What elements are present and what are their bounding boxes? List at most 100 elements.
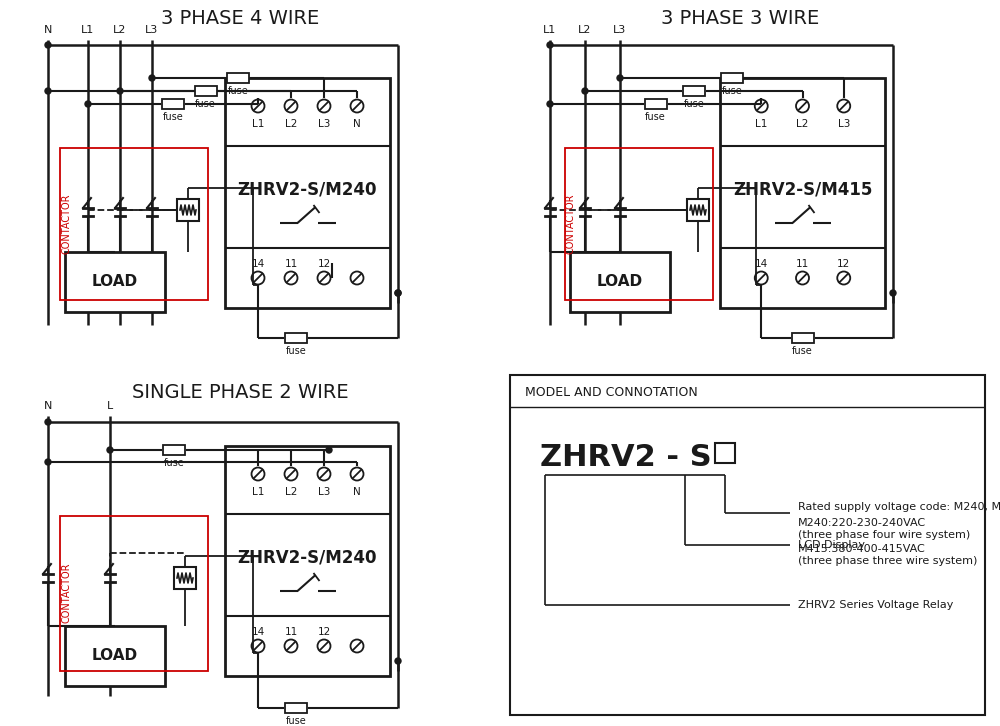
Text: (three phase four wire system): (three phase four wire system) xyxy=(798,530,970,540)
Text: fuse: fuse xyxy=(722,86,742,96)
Circle shape xyxy=(582,88,588,94)
Circle shape xyxy=(395,658,401,664)
Text: L: L xyxy=(107,401,113,411)
Text: 14: 14 xyxy=(251,627,265,637)
Text: ZHRV2 - S: ZHRV2 - S xyxy=(540,443,712,471)
Text: L1: L1 xyxy=(755,119,767,129)
Text: 3 PHASE 3 WIRE: 3 PHASE 3 WIRE xyxy=(661,9,819,28)
Text: L2: L2 xyxy=(285,487,297,497)
Text: L1: L1 xyxy=(81,25,95,35)
Text: L3: L3 xyxy=(318,119,330,129)
Text: fuse: fuse xyxy=(195,99,216,109)
Circle shape xyxy=(107,447,113,453)
Circle shape xyxy=(890,290,896,296)
Text: 12: 12 xyxy=(317,259,331,269)
Text: 12: 12 xyxy=(837,259,850,269)
Bar xyxy=(645,99,667,109)
Text: ZHRV2 Series Voltage Relay: ZHRV2 Series Voltage Relay xyxy=(798,600,953,610)
Text: L1: L1 xyxy=(543,25,557,35)
Circle shape xyxy=(395,290,401,296)
Bar xyxy=(177,199,199,221)
Text: 3 PHASE 4 WIRE: 3 PHASE 4 WIRE xyxy=(161,9,319,28)
Bar xyxy=(225,78,390,308)
Circle shape xyxy=(617,75,623,81)
Text: fuse: fuse xyxy=(792,346,813,356)
Bar xyxy=(687,199,709,221)
Text: L2: L2 xyxy=(285,119,297,129)
Text: CONTACTOR: CONTACTOR xyxy=(566,194,576,254)
Text: LOAD: LOAD xyxy=(92,274,138,290)
Text: fuse: fuse xyxy=(163,112,183,122)
Bar xyxy=(285,333,307,343)
Text: L2: L2 xyxy=(796,119,809,129)
Circle shape xyxy=(85,101,91,107)
Circle shape xyxy=(45,459,51,465)
Text: M415:380-400-415VAC: M415:380-400-415VAC xyxy=(798,544,926,554)
Text: fuse: fuse xyxy=(164,458,184,468)
Text: N: N xyxy=(44,401,52,411)
Circle shape xyxy=(395,290,401,296)
Bar xyxy=(60,148,208,300)
Bar xyxy=(163,445,185,455)
Text: MODEL AND CONNOTATION: MODEL AND CONNOTATION xyxy=(525,386,698,399)
Text: (three phase three wire system): (three phase three wire system) xyxy=(798,556,977,566)
Bar xyxy=(174,567,196,589)
Text: CONTACTOR: CONTACTOR xyxy=(61,563,71,623)
Circle shape xyxy=(117,88,123,94)
Text: SINGLE PHASE 2 WIRE: SINGLE PHASE 2 WIRE xyxy=(132,383,348,402)
Text: L1: L1 xyxy=(252,119,264,129)
Bar xyxy=(227,73,249,83)
Text: 11: 11 xyxy=(284,627,298,637)
Circle shape xyxy=(149,75,155,81)
Text: L3: L3 xyxy=(318,487,330,497)
Circle shape xyxy=(547,42,553,48)
Text: CONTACTOR: CONTACTOR xyxy=(61,194,71,254)
Bar xyxy=(683,86,705,96)
Bar xyxy=(570,252,670,312)
Text: L3: L3 xyxy=(838,119,850,129)
Text: 11: 11 xyxy=(284,259,298,269)
Text: N: N xyxy=(44,25,52,35)
Bar xyxy=(162,99,184,109)
Bar xyxy=(194,86,216,96)
Bar xyxy=(60,516,208,671)
Text: 14: 14 xyxy=(755,259,768,269)
Bar xyxy=(285,703,307,713)
Text: fuse: fuse xyxy=(228,86,248,96)
Text: N: N xyxy=(353,487,361,497)
Text: fuse: fuse xyxy=(286,716,306,726)
Text: ZHRV2-S/M240: ZHRV2-S/M240 xyxy=(238,549,377,567)
Text: fuse: fuse xyxy=(683,99,704,109)
Circle shape xyxy=(45,42,51,48)
Text: 11: 11 xyxy=(796,259,809,269)
Text: ZHRV2-S/M415: ZHRV2-S/M415 xyxy=(733,181,872,199)
Bar xyxy=(715,443,735,463)
Circle shape xyxy=(326,447,332,453)
Text: N: N xyxy=(353,119,361,129)
Bar xyxy=(721,73,743,83)
Bar xyxy=(720,78,885,308)
Bar xyxy=(510,375,985,715)
Circle shape xyxy=(45,419,51,425)
Text: 14: 14 xyxy=(251,259,265,269)
Circle shape xyxy=(45,88,51,94)
Circle shape xyxy=(547,101,553,107)
Text: L2: L2 xyxy=(113,25,127,35)
Text: LCD Display: LCD Display xyxy=(798,540,865,550)
Text: L3: L3 xyxy=(145,25,159,35)
Text: LOAD: LOAD xyxy=(597,274,643,290)
Text: L1: L1 xyxy=(252,487,264,497)
Bar xyxy=(65,252,165,312)
Text: LOAD: LOAD xyxy=(92,648,138,664)
Text: Rated supply voltage code: M240, M415: Rated supply voltage code: M240, M415 xyxy=(798,502,1000,512)
Text: 12: 12 xyxy=(317,627,331,637)
Text: M240:220-230-240VAC: M240:220-230-240VAC xyxy=(798,518,926,528)
Text: fuse: fuse xyxy=(645,112,666,122)
Text: ZHRV2-S/M240: ZHRV2-S/M240 xyxy=(238,181,377,199)
Bar xyxy=(792,333,814,343)
Bar xyxy=(65,626,165,686)
Text: fuse: fuse xyxy=(286,346,306,356)
Text: L2: L2 xyxy=(578,25,592,35)
Text: L3: L3 xyxy=(613,25,627,35)
Bar xyxy=(565,148,713,300)
